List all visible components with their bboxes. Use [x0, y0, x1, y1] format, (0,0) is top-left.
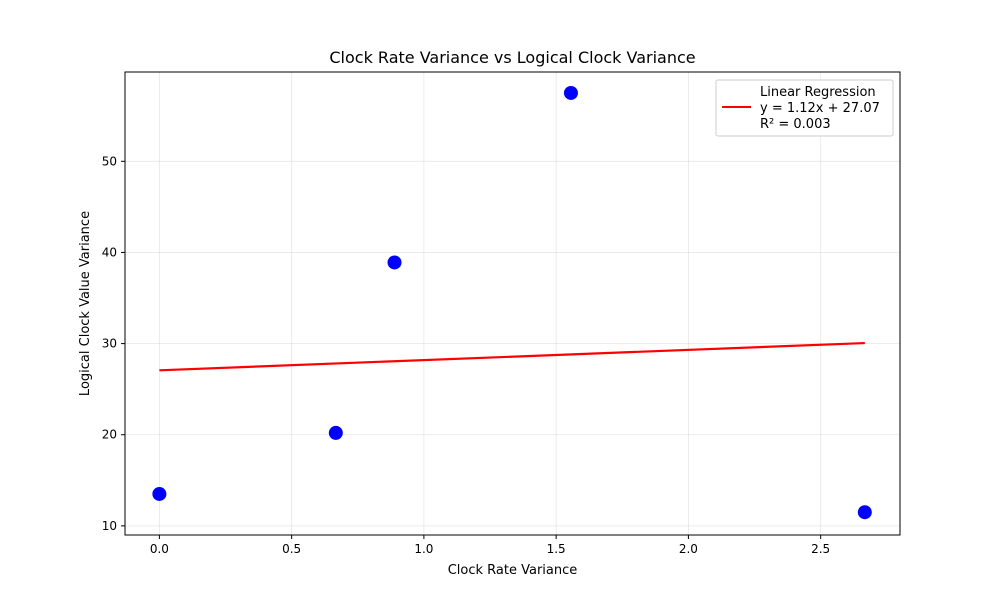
x-tick-label: 1.5 [547, 542, 566, 556]
y-axis-label: Logical Clock Value Variance [78, 211, 93, 396]
data-point [563, 85, 578, 100]
regression-line-layer [159, 341, 865, 372]
legend-label-1: Linear Regression [760, 85, 876, 100]
x-tick-label: 2.5 [811, 542, 830, 556]
y-tick-label: 40 [102, 245, 117, 259]
x-tick-label: 2.0 [679, 542, 698, 556]
legend-box [715, 79, 894, 137]
data-point [152, 486, 167, 501]
data-point [857, 505, 872, 520]
x-tick-label: 1.0 [414, 542, 433, 556]
axis-ticks: 0.0 0.5 1.0 1.5 2.0 2.5 10 20 30 40 50 [102, 154, 830, 556]
y-tick-label: 30 [102, 337, 117, 351]
y-tick-label: 10 [102, 519, 117, 533]
data-point [387, 255, 402, 270]
legend-label-3: R² = 0.003 [760, 117, 831, 132]
grid [125, 72, 900, 535]
regression-line [159, 341, 865, 372]
data-points [152, 85, 872, 520]
data-point [328, 425, 343, 440]
chart-title: Clock Rate Variance vs Logical Clock Var… [329, 48, 695, 67]
x-tick-label: 0.0 [150, 542, 169, 556]
legend: Linear Regression y = 1.12x + 27.07 R² =… [715, 79, 894, 137]
plot-frame [124, 71, 901, 536]
y-tick-label: 50 [102, 154, 117, 168]
x-tick-label: 0.5 [282, 542, 301, 556]
y-tick-label: 20 [102, 428, 117, 442]
legend-label-2: y = 1.12x + 27.07 [760, 101, 880, 116]
x-axis-label: Clock Rate Variance [448, 563, 578, 578]
